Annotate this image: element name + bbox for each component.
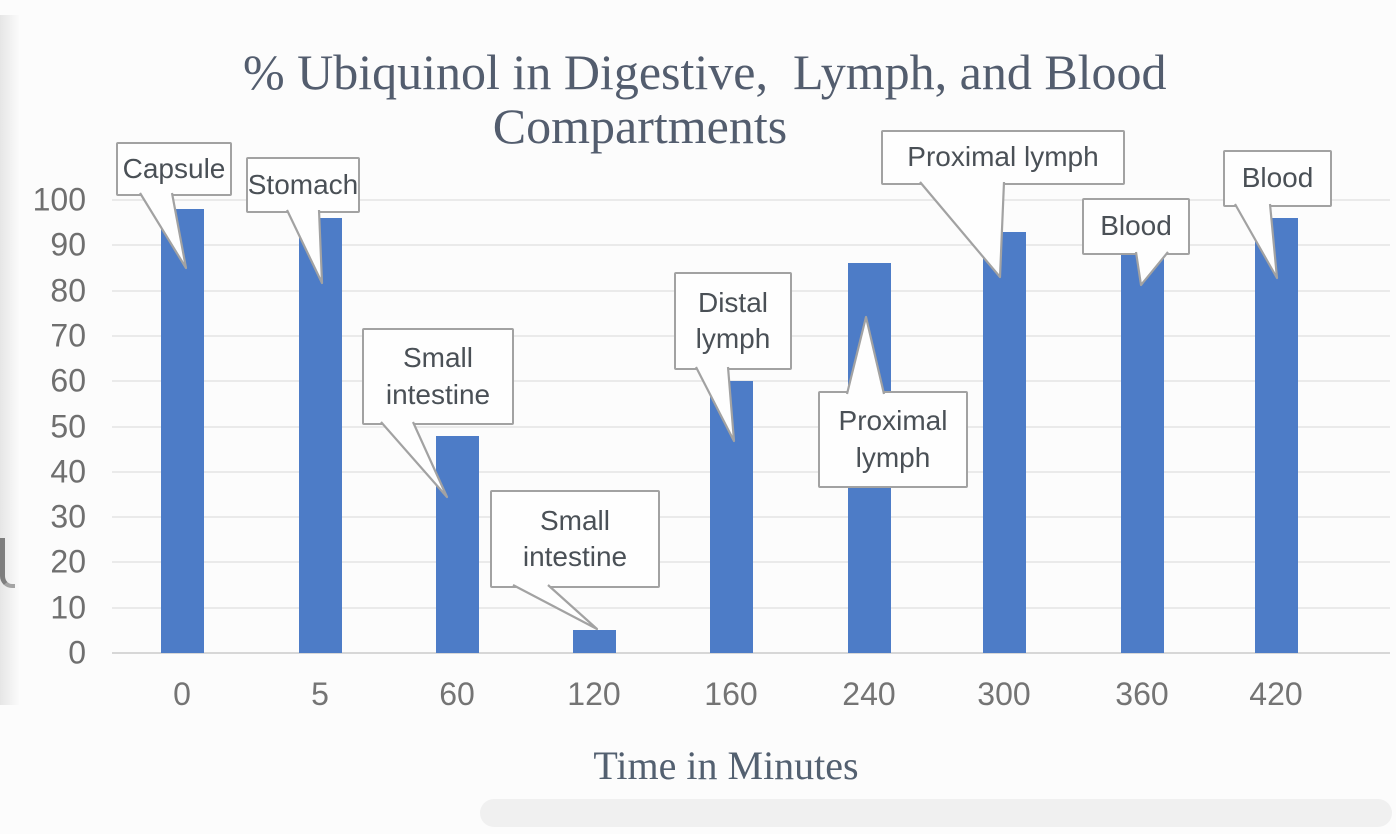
callout-text: Stomach [247, 168, 359, 200]
x-axis-tick-label: 120 [567, 676, 621, 712]
y-axis-tick-label: 30 [50, 498, 86, 535]
bar-0-min [160, 209, 204, 653]
callout-stomach: Stomach [246, 157, 360, 213]
scan-smudge-artifact [0, 538, 15, 588]
callout-text: Distal [697, 286, 768, 318]
x-axis-tick-label: 360 [1115, 676, 1169, 712]
callout-text: Small [539, 504, 610, 536]
x-axis-tick-label: 420 [1249, 676, 1303, 712]
callout-distal-lymph: Distal lymph [674, 272, 792, 370]
bar-360-min [1120, 254, 1164, 653]
x-axis-tick-label: 60 [439, 676, 475, 712]
bar-60-min [435, 435, 479, 653]
y-axis-tick-label: 60 [50, 362, 86, 399]
gridline [112, 199, 1390, 201]
chart-title-line2: Compartments [492, 98, 788, 154]
bar-300-min [982, 231, 1026, 653]
y-axis-tick-label: 70 [50, 317, 86, 354]
callout-text: Blood [1241, 162, 1314, 194]
scan-edge-artifact [0, 15, 20, 705]
x-axis-tick-label: 0 [173, 676, 191, 712]
callout-proximal-lymph: Proximal lymph [818, 391, 968, 488]
y-axis-tick-label: 0 [68, 634, 86, 671]
scan-shadow-artifact [480, 799, 1392, 827]
x-axis-tick-label: 240 [842, 676, 896, 712]
x-axis-line [112, 652, 1390, 654]
callout-text: Blood [1100, 210, 1172, 242]
callout-text: intestine [385, 378, 491, 410]
x-axis-tick-label: 5 [311, 676, 329, 712]
y-axis-tick-label: 40 [50, 453, 86, 490]
callout-small-intestine: Small intestine [490, 490, 660, 588]
callout-blood: Blood [1223, 150, 1332, 207]
bar-420-min [1254, 218, 1298, 653]
callout-proximal-lymph: Proximal lymph [881, 130, 1125, 185]
callout-text: Capsule [122, 152, 226, 184]
callout-text: intestine [522, 541, 628, 572]
callout-small-intestine: Small intestine [362, 328, 514, 425]
y-axis-tick-label: 20 [50, 543, 86, 580]
bar-160-min [709, 381, 753, 653]
gridline [112, 244, 1390, 247]
callout-text: lymph [855, 441, 931, 473]
callout-text: Proximal lymph [907, 141, 1099, 173]
y-axis-tick-label: 80 [50, 272, 86, 309]
x-axis-tick-label: 300 [977, 676, 1031, 712]
callout-capsule: Capsule [116, 142, 232, 196]
y-axis-tick-label: 50 [50, 408, 86, 444]
callout-text: lymph [695, 323, 771, 354]
callout-blood: Blood [1082, 198, 1190, 255]
bar-5-min [298, 218, 342, 653]
y-axis-tick-label: 90 [50, 226, 86, 263]
callout-text: Proximal [838, 405, 948, 437]
x-axis-tick-label: 160 [704, 676, 758, 712]
bar-120-min [572, 630, 616, 653]
y-axis-tick-label: 100 [32, 181, 86, 218]
chart-title-line1: % Ubiquinol in Digestive, Lymph, and Blo… [243, 44, 1167, 100]
x-axis-title: Time in Minutes [593, 743, 859, 788]
callout-text: Small [402, 342, 473, 374]
y-axis-tick-label: 10 [50, 589, 86, 626]
